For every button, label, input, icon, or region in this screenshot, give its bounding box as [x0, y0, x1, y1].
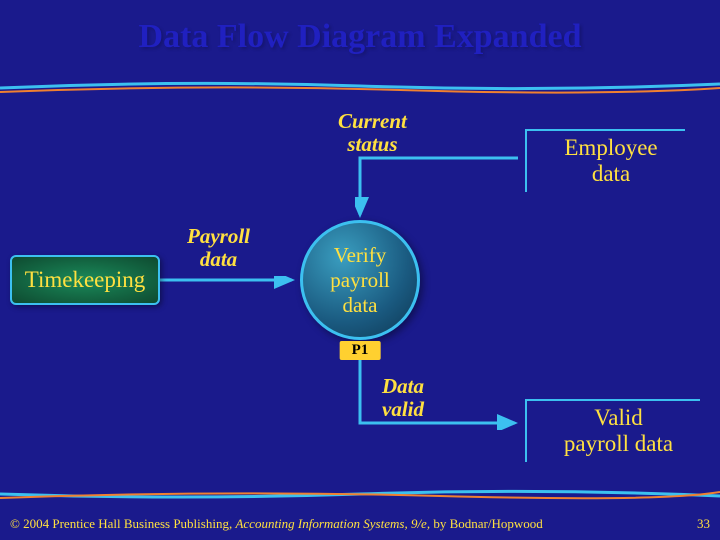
flow-label-data-valid: Data valid: [382, 375, 424, 421]
datastore-employee-data: Employee data: [525, 135, 685, 188]
footer: © 2004 Prentice Hall Business Publishing…: [10, 516, 710, 532]
flow-label-payroll-data: Payroll data: [187, 225, 250, 271]
process-verify-payroll: Verify payroll data P1: [300, 220, 420, 340]
external-entity-label: Timekeeping: [25, 267, 146, 292]
arrow-data-valid: [355, 340, 525, 430]
footer-text: © 2004 Prentice Hall Business Publishing…: [10, 516, 543, 532]
arrow-payroll-data: [160, 276, 300, 296]
page-number: 33: [697, 516, 710, 532]
external-entity-timekeeping: Timekeeping: [10, 255, 160, 305]
arrow-current-status: [355, 155, 525, 225]
process-circle: Verify payroll data: [300, 220, 420, 340]
divider-swoosh-bottom: [0, 486, 720, 504]
datastore-valid-payroll-data: Valid payroll data: [525, 405, 700, 458]
process-tag: P1: [340, 341, 381, 360]
flow-label-current-status: Current status: [338, 110, 407, 156]
diagram-canvas: Timekeeping Payroll data Current status …: [0, 0, 720, 540]
